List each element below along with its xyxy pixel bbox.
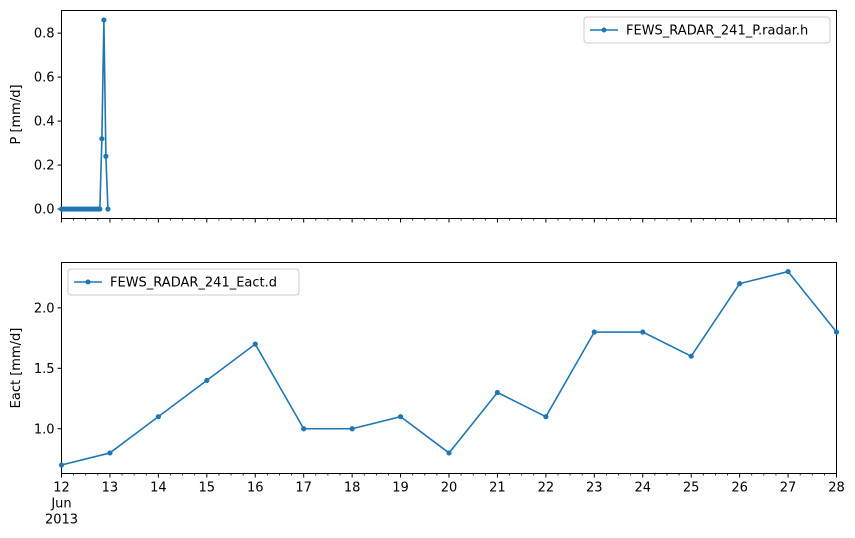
data-point (640, 329, 646, 335)
data-point (833, 329, 840, 335)
x-tick-label: 12 (53, 481, 70, 496)
data-point (97, 206, 103, 212)
x-tick-label: 19 (392, 481, 409, 496)
x-tick-label: 24 (634, 481, 651, 496)
x-tick-label: 21 (489, 481, 506, 496)
evaporation-series (58, 268, 840, 468)
y-tick-label: 0.8 (34, 27, 55, 42)
data-point (688, 353, 694, 359)
data-point (494, 389, 501, 396)
evaporation-legend: FEWS_RADAR_241_Eact.d (67, 268, 300, 296)
x-tick-label: 16 (247, 481, 264, 496)
data-point (103, 153, 109, 159)
y-tick-label: 0.6 (34, 71, 55, 86)
data-point (446, 450, 452, 456)
evaporation-legend-entry: FEWS_RADAR_241_Eact.d (110, 276, 277, 291)
data-point (785, 268, 791, 275)
y-tick-label: 1.0 (34, 422, 55, 437)
x-tick-label: 23 (586, 481, 603, 496)
precipitation-legend-box (583, 16, 831, 44)
x-tick-label: 13 (102, 481, 119, 496)
x-tick-label: 17 (295, 481, 312, 496)
precipitation-x-ticks (61, 218, 837, 223)
y-tick-label: 2.0 (34, 301, 55, 316)
evaporation-x-ticks: 12 13 14 15 16 17 18 19 20 21 22 23 24 25 26 27 28 (53, 473, 845, 496)
y-tick-label: 0.4 (34, 115, 55, 130)
precipitation-legend-marker (601, 27, 607, 33)
data-point (252, 341, 258, 347)
data-point (101, 17, 107, 23)
data-point (591, 329, 597, 335)
data-point (58, 462, 65, 468)
x-tick-label: 15 (199, 481, 216, 496)
x-tick-label: 25 (683, 481, 700, 496)
data-point (543, 414, 549, 420)
x-tick-label: 26 (731, 481, 748, 496)
precipitation-y-ticks: 0.0 0.2 0.4 0.6 0.8 (34, 27, 62, 218)
evaporation-y-ticks: 1.0 1.5 2.0 (34, 301, 62, 437)
precipitation-y-axis-label: P [mm/d] (9, 84, 24, 144)
data-point (737, 281, 743, 287)
precipitation-panel: 0.0 0.2 0.4 0.6 0.8 P [mm/d] FEWS_RADAR_241_… (9, 10, 837, 223)
evaporation-panel: 1.0 1.5 2.0 12 13 14 15 16 17 18 19 20 21 22 23 24 25 26… (9, 262, 845, 528)
x-tick-label: 18 (344, 481, 361, 496)
x-tick-label: 28 (828, 481, 845, 496)
evaporation-legend-box (67, 268, 300, 296)
precipitation-series (58, 17, 111, 212)
data-point (105, 206, 111, 212)
x-tick-label: 20 (441, 481, 458, 496)
precipitation-legend: FEWS_RADAR_241_P.radar.h (583, 16, 831, 44)
x-axis-month-label: Jun (50, 497, 71, 512)
evaporation-y-axis-label: Eact [mm/d] (9, 328, 24, 409)
data-point (349, 426, 355, 432)
y-tick-label: 0.0 (34, 203, 55, 218)
x-tick-label: 27 (780, 481, 797, 496)
evaporation-legend-marker (85, 279, 91, 285)
x-axis-year-label: 2013 (45, 513, 78, 528)
data-point (397, 414, 404, 420)
data-point (155, 414, 161, 420)
data-point (301, 426, 307, 432)
x-tick-label: 22 (538, 481, 555, 496)
data-point (99, 136, 105, 142)
data-point (204, 377, 210, 383)
data-point (107, 450, 113, 456)
y-tick-label: 0.2 (34, 159, 55, 174)
x-tick-label: 14 (150, 481, 167, 496)
y-tick-label: 1.5 (34, 362, 55, 377)
precipitation-legend-entry: FEWS_RADAR_241_P.radar.h (626, 24, 808, 39)
